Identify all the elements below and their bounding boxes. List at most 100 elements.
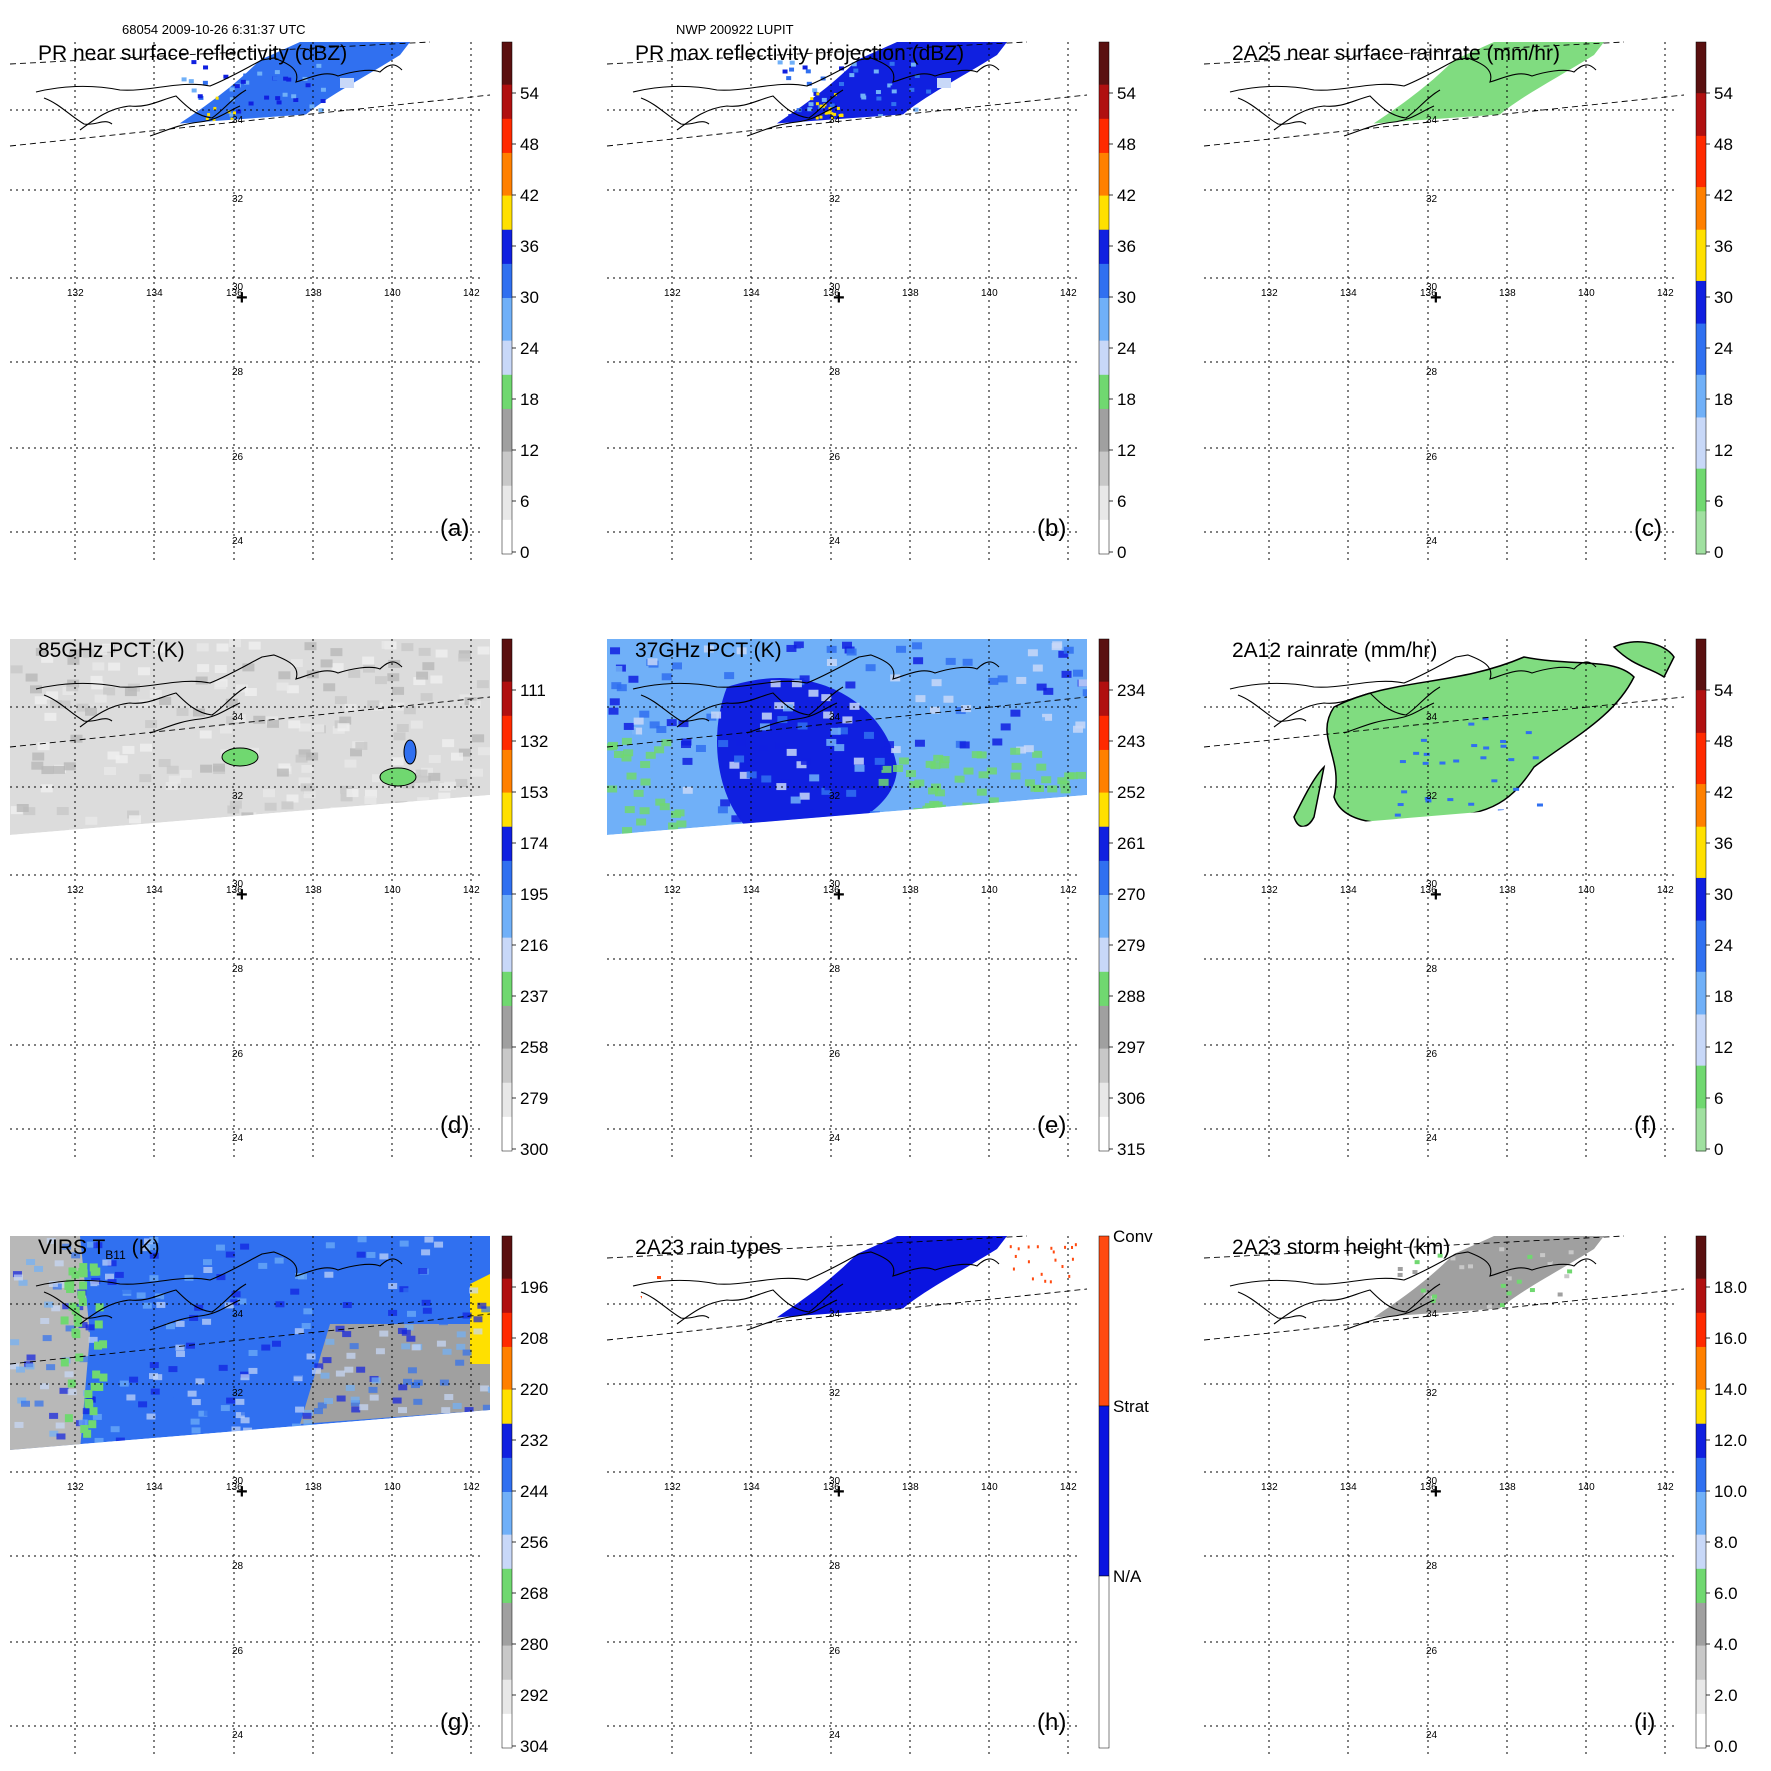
colorbar-swatch xyxy=(1696,673,1706,683)
pixel xyxy=(821,787,832,795)
pixel xyxy=(1423,752,1430,756)
colorbar-swatch xyxy=(1696,511,1706,521)
colorbar-swatch xyxy=(1099,690,1109,700)
pixel xyxy=(988,797,999,805)
pixel xyxy=(630,734,641,742)
pixel xyxy=(368,1386,378,1393)
colorbar-label: 14.0 xyxy=(1714,1380,1747,1399)
pixel xyxy=(300,783,313,792)
colorbar-swatch xyxy=(502,715,512,725)
pixel xyxy=(424,1236,434,1243)
pixel xyxy=(230,117,234,121)
lat-label: 30 xyxy=(232,282,244,293)
pixel xyxy=(34,696,47,705)
pixel xyxy=(294,1328,304,1335)
pixel xyxy=(1023,745,1034,753)
pixel xyxy=(303,1308,313,1315)
lat-label: 34 xyxy=(232,712,244,723)
colorbar-swatch xyxy=(1099,639,1109,649)
pixel xyxy=(286,77,292,82)
pixel xyxy=(357,826,370,835)
colorbar-label: 18.0 xyxy=(1714,1278,1747,1297)
pixel xyxy=(187,1332,197,1339)
colorbar-swatch xyxy=(1099,161,1109,171)
colorbar-label: 0.0 xyxy=(1714,1737,1738,1756)
colorbar-label: 0 xyxy=(1714,1140,1723,1159)
pixel xyxy=(312,724,325,733)
pixel xyxy=(804,808,815,816)
pixel xyxy=(391,757,404,766)
pixel xyxy=(960,805,971,813)
colorbar-swatch xyxy=(502,323,512,333)
colorbar-swatch xyxy=(1099,664,1109,674)
pixel xyxy=(471,768,484,777)
pixel xyxy=(839,66,845,71)
colorbar-swatch xyxy=(1696,374,1706,384)
pixel xyxy=(46,1238,56,1245)
pixel xyxy=(845,823,856,831)
pixel xyxy=(202,80,208,85)
lon-label: 132 xyxy=(664,1482,681,1493)
colorbar-swatch xyxy=(502,1577,512,1587)
pixel xyxy=(311,1367,321,1374)
pixel xyxy=(181,77,187,82)
pixel xyxy=(915,695,926,703)
pixel xyxy=(349,1441,359,1448)
colorbar-swatch xyxy=(502,1065,512,1075)
pixel xyxy=(970,803,981,811)
pixel xyxy=(1032,802,1043,810)
pixel xyxy=(94,1320,103,1329)
lat-label: 26 xyxy=(232,1049,244,1060)
colorbar-swatch xyxy=(1696,426,1706,436)
pixel xyxy=(1027,1260,1030,1264)
colorbar-swatch xyxy=(502,749,512,759)
pixel xyxy=(1497,1310,1503,1315)
pixel xyxy=(89,1263,98,1272)
colorbar-swatch xyxy=(1696,1074,1706,1084)
pixel xyxy=(10,1363,20,1370)
lat-label: 34 xyxy=(829,712,841,723)
pixel xyxy=(139,774,152,783)
pixel xyxy=(1026,665,1037,673)
colorbar-swatch xyxy=(1696,903,1706,913)
pixel xyxy=(808,689,819,697)
pixel xyxy=(203,1409,213,1416)
pixel xyxy=(190,1418,200,1425)
pixel xyxy=(129,1376,139,1383)
colorbar-label: 42 xyxy=(1714,783,1733,802)
colorbar-label: 8.0 xyxy=(1714,1533,1738,1552)
pixel xyxy=(649,721,660,729)
lon-label: 140 xyxy=(981,885,998,896)
colorbar-swatch xyxy=(1099,963,1109,973)
pixel xyxy=(350,1428,360,1435)
colorbar-swatch xyxy=(1696,1577,1706,1587)
pixel xyxy=(939,756,950,764)
pixel xyxy=(200,1437,210,1444)
colorbar-swatch xyxy=(502,443,512,453)
pixel xyxy=(910,62,916,67)
pixel xyxy=(1439,761,1446,765)
colorbar-swatch xyxy=(1099,50,1109,60)
lon-label: 140 xyxy=(1578,885,1595,896)
pixel xyxy=(793,641,804,649)
lat-label: 28 xyxy=(829,1561,841,1572)
pixel xyxy=(250,1438,260,1445)
colorbar-label: 6 xyxy=(1117,492,1126,511)
pixel xyxy=(1010,747,1021,755)
colorbar-swatch xyxy=(1696,110,1706,120)
pixel xyxy=(271,1340,281,1347)
pixel xyxy=(482,1404,490,1411)
pixel xyxy=(416,671,429,680)
colorbar-swatch xyxy=(1696,187,1706,197)
colorbar-swatch xyxy=(502,690,512,700)
colorbar-swatch xyxy=(1099,749,1109,759)
colorbar-swatch xyxy=(1696,1483,1706,1493)
pixel xyxy=(146,1413,156,1420)
colorbar-swatch xyxy=(1696,280,1706,290)
pixel xyxy=(196,117,202,122)
pixel xyxy=(890,746,901,754)
pixel xyxy=(418,774,431,783)
pixel xyxy=(1539,1307,1545,1312)
pixel xyxy=(306,1353,316,1360)
pixel xyxy=(293,1370,303,1377)
